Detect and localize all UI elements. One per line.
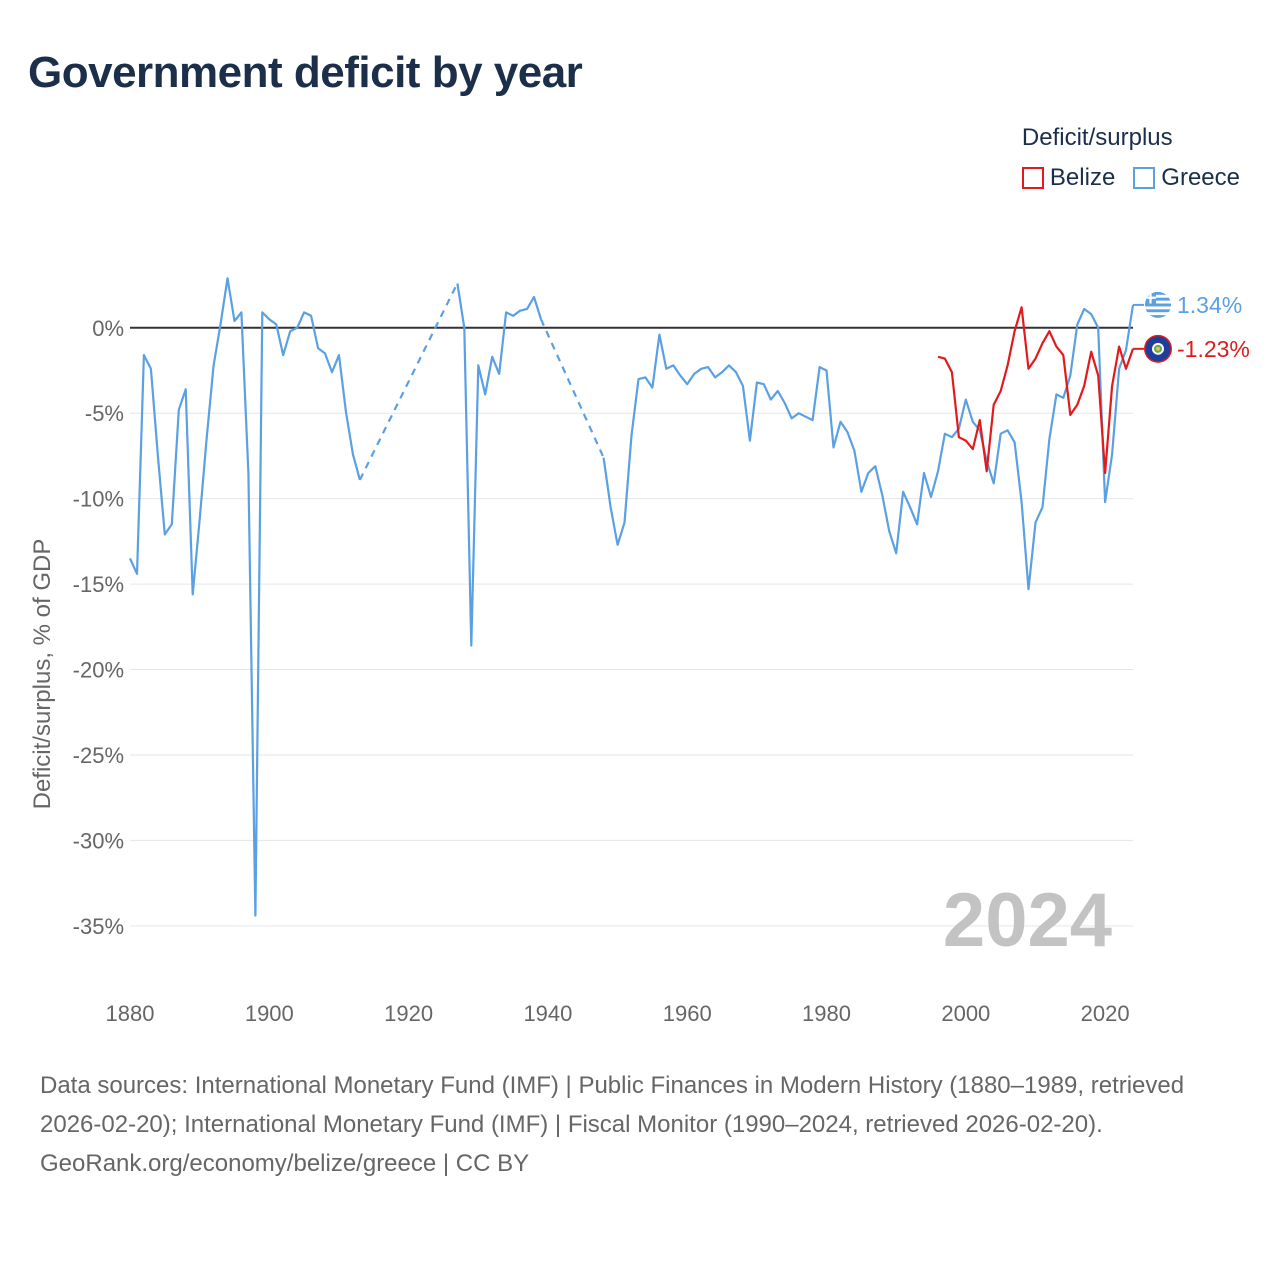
y-tick-label: -5% [85, 401, 124, 426]
credit-link[interactable]: GeoRank.org/economy/belize/greece | CC B… [40, 1150, 530, 1177]
series-gap-greece [358, 282, 459, 481]
legend-label-belize: Belize [1049, 164, 1116, 191]
x-tick-label: 1880 [106, 1001, 155, 1026]
x-tick-label: 1960 [663, 1001, 712, 1026]
chart-title: Government deficit by year [28, 48, 583, 97]
legend-item-greece[interactable]: Greece [1133, 164, 1240, 192]
x-tick-label: 2020 [1081, 1001, 1130, 1026]
x-tick-label: 1980 [802, 1001, 851, 1026]
x-tick-label: 1900 [245, 1001, 294, 1026]
y-tick-label: -15% [73, 572, 124, 597]
y-tick-label: 0% [92, 316, 124, 341]
series-line-greece [128, 277, 361, 917]
legend-title: Deficit/surplus [1021, 124, 1173, 151]
legend-swatch-belize [1021, 167, 1044, 189]
x-tick-label: 1920 [384, 1001, 433, 1026]
series-gap-greece [539, 318, 605, 459]
series-line-belize [937, 306, 1135, 475]
belize-flag-icon [1144, 334, 1172, 363]
y-tick-label: -25% [73, 743, 124, 768]
y-tick-label: -20% [73, 658, 124, 683]
legend-item-belize[interactable]: Belize [1021, 164, 1116, 192]
chart-legend: Deficit/surplus Belize Greece [1021, 124, 1240, 192]
series-line-greece [456, 283, 543, 647]
greece-end-value: 1.34% [1177, 292, 1242, 318]
legend-label-greece: Greece [1161, 164, 1240, 191]
y-tick-label: -30% [73, 828, 124, 853]
series-line-greece [602, 304, 1135, 591]
x-tick-label: 1940 [523, 1001, 572, 1026]
belize-end-value: -1.23% [1177, 336, 1250, 362]
y-tick-label: -35% [73, 914, 124, 939]
x-tick-label: 2000 [941, 1001, 990, 1026]
line-chart: 0% -5% -10% -15% -20% -25% -30% -35% 1880 1900 192… [29, 277, 1250, 1026]
y-axis-label: Deficit/surplus, % of GDP [29, 539, 56, 810]
legend-swatch-greece [1133, 167, 1156, 189]
year-watermark: 2024 [943, 878, 1112, 963]
y-tick-label: -10% [73, 487, 124, 512]
data-sources: Data sources: International Monetary Fun… [40, 1072, 1185, 1138]
chart-footer: Data sources: International Monetary Fun… [40, 1066, 1240, 1183]
greece-flag-icon [1145, 291, 1171, 318]
